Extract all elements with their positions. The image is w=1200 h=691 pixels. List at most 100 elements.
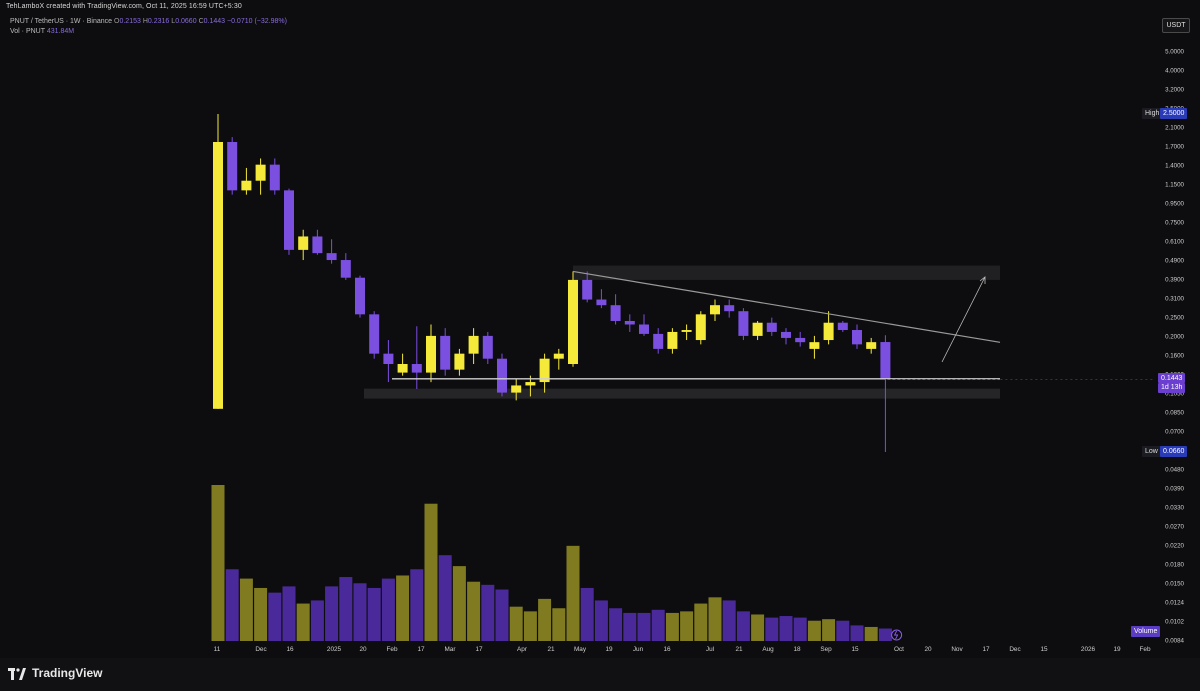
projection-arrow bbox=[941, 276, 986, 363]
volume-bar bbox=[637, 612, 651, 641]
candle bbox=[724, 299, 735, 318]
candle bbox=[269, 158, 280, 195]
volume-bar bbox=[211, 485, 225, 641]
x-tick-label: 16 bbox=[663, 646, 671, 653]
ohlc-low-label: L bbox=[171, 18, 176, 25]
volume-row[interactable]: Vol · PNUT 431.84M bbox=[10, 27, 287, 37]
candle bbox=[596, 289, 607, 309]
volume-bar bbox=[751, 614, 765, 641]
ohlc-close: 0.1443 bbox=[203, 18, 226, 25]
candle bbox=[355, 275, 365, 318]
candle bbox=[255, 158, 266, 195]
x-tick-label: 19 bbox=[605, 646, 613, 653]
candle-body bbox=[326, 253, 337, 261]
candle bbox=[837, 320, 848, 332]
volume-bar bbox=[665, 612, 679, 641]
chart-legend: PNUT / TetherUS · 1W · Binance O0.2153 H… bbox=[10, 17, 287, 37]
candle bbox=[340, 253, 351, 280]
y-tick-label: 0.0180 bbox=[1165, 562, 1184, 569]
candle bbox=[454, 348, 465, 376]
volume-bar bbox=[523, 611, 537, 641]
resistance-zone bbox=[573, 265, 1000, 280]
ohlc-close-label: C bbox=[198, 18, 204, 25]
x-tick-label: Mar bbox=[444, 646, 456, 653]
y-tick-label: 0.0270 bbox=[1165, 524, 1184, 531]
tradingview-logo[interactable]: TradingView bbox=[8, 666, 102, 680]
time-axis[interactable]: 11 Dec 16 2025 20 Feb 17 Mar 17 Apr 21 May 19 Jun 16 Ju… bbox=[214, 646, 1151, 653]
volume-bar bbox=[878, 628, 892, 641]
candle bbox=[639, 314, 649, 336]
bar-countdown-tag: 1d 13h bbox=[1158, 383, 1186, 393]
ohlc-high: 0.2316 bbox=[147, 18, 170, 25]
candle-body bbox=[681, 330, 692, 332]
y-tick-label: 0.0700 bbox=[1165, 429, 1184, 436]
candle-body bbox=[383, 353, 394, 365]
x-tick-label: 2025 bbox=[327, 646, 342, 653]
candle bbox=[624, 314, 635, 332]
x-tick-label: Feb bbox=[1139, 646, 1150, 653]
volume-bar bbox=[296, 603, 310, 641]
y-tick-label: 0.0480 bbox=[1165, 467, 1184, 474]
x-tick-label: 20 bbox=[359, 646, 367, 653]
symbol-name[interactable]: PNUT / TetherUS · 1W · Binance bbox=[10, 18, 113, 25]
ohlc-change: −0.0710 (−32.98%) bbox=[227, 18, 287, 25]
candle bbox=[482, 331, 493, 365]
candle-body bbox=[411, 364, 422, 373]
y-tick-label: 4.0000 bbox=[1165, 68, 1184, 75]
volume-value: 431.84M bbox=[46, 28, 75, 35]
symbol-row[interactable]: PNUT / TetherUS · 1W · Binance O0.2153 H… bbox=[10, 17, 287, 27]
candle bbox=[284, 188, 294, 255]
volume-bar bbox=[651, 609, 665, 641]
x-tick-label: 2026 bbox=[1081, 646, 1096, 653]
candle-body bbox=[795, 337, 806, 343]
candle bbox=[468, 328, 479, 365]
candle bbox=[553, 348, 564, 370]
x-tick-label: 17 bbox=[475, 646, 483, 653]
candle bbox=[326, 239, 337, 264]
candle-body bbox=[227, 142, 238, 191]
candle-body bbox=[738, 311, 749, 336]
tradingview-brand-name: TradingView bbox=[32, 666, 103, 680]
y-tick-label: 0.7500 bbox=[1165, 220, 1184, 227]
ohlc-open-label: O bbox=[114, 18, 120, 25]
x-tick-label: Aug bbox=[762, 646, 774, 653]
candle-body bbox=[667, 331, 678, 349]
volume-bar bbox=[495, 589, 509, 641]
tradingview-logo-icon bbox=[8, 667, 26, 680]
volume-bar bbox=[481, 584, 495, 641]
ohlc-high-label: H bbox=[142, 18, 148, 25]
descending-trendline bbox=[572, 270, 1001, 343]
ohlc-low: 0.0660 bbox=[175, 18, 197, 25]
candle bbox=[369, 311, 380, 359]
currency-button[interactable]: USDT bbox=[1162, 18, 1190, 33]
y-tick-label: 1.1500 bbox=[1165, 182, 1184, 189]
candle bbox=[795, 331, 806, 347]
candle-body bbox=[639, 324, 649, 334]
price-axis[interactable]: 5.00004.00003.20002.50002.10001.70001.40… bbox=[1165, 49, 1184, 645]
y-tick-label: 0.0390 bbox=[1165, 486, 1184, 493]
candle-body bbox=[610, 305, 621, 321]
x-tick-label: 17 bbox=[417, 646, 425, 653]
volume-bar bbox=[566, 545, 580, 641]
x-tick-label: Dec bbox=[255, 646, 267, 653]
candle-body bbox=[213, 142, 223, 409]
volume-bar bbox=[396, 575, 410, 641]
footer-bar bbox=[0, 658, 1200, 691]
y-tick-label: 5.0000 bbox=[1165, 49, 1184, 56]
volume-bar bbox=[807, 620, 821, 641]
candle-body bbox=[695, 314, 706, 341]
candle bbox=[298, 229, 309, 261]
candle-body bbox=[837, 322, 848, 331]
x-tick-label: Jul bbox=[706, 646, 714, 653]
high-value-tag: 2.5000 bbox=[1160, 108, 1188, 119]
volume-bar bbox=[722, 600, 736, 641]
x-tick-label: 15 bbox=[851, 646, 859, 653]
candle bbox=[426, 324, 436, 383]
y-tick-label: 0.9500 bbox=[1165, 201, 1184, 208]
candle bbox=[539, 353, 550, 393]
volume-bar bbox=[282, 586, 296, 641]
volume-bar bbox=[452, 566, 466, 641]
volume-bar bbox=[424, 503, 438, 641]
candle-body bbox=[255, 164, 266, 181]
